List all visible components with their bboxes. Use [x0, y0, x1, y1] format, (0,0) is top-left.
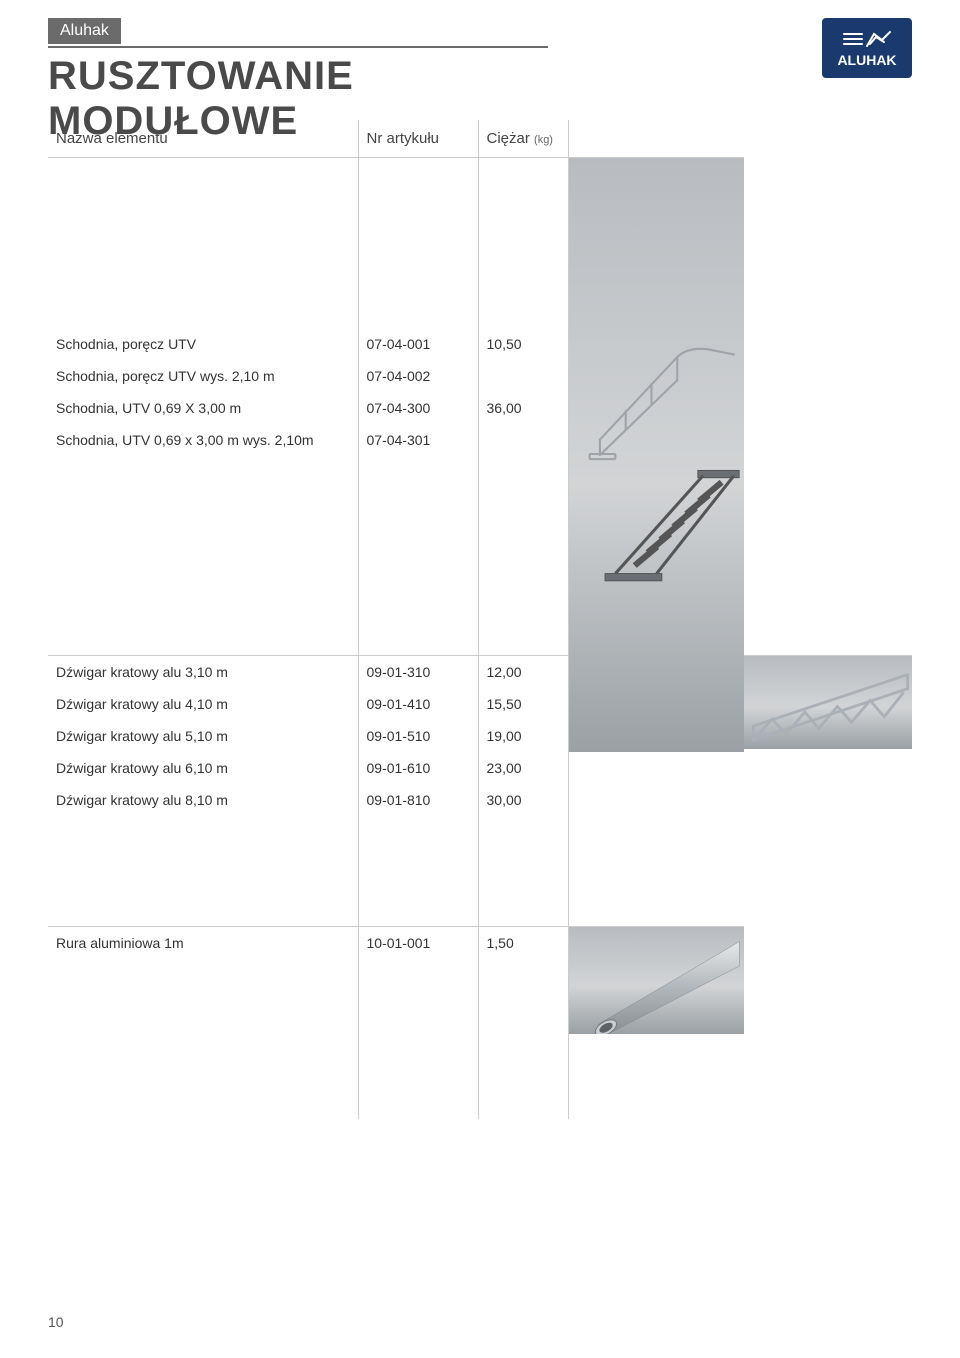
aluhak-logo: ALUHAK [822, 18, 912, 78]
col-header-name: Nazwa elementu [48, 120, 358, 158]
table-row: Dźwigar kratowy alu 3,10 m 09-01-310 12,… [48, 656, 912, 689]
product-render-cell [568, 926, 744, 1119]
content-area: Nazwa elementu Nr artykułu Ciężar (kg) [48, 120, 912, 1298]
table-row: Schodnia, poręcz UTV 07-04-001 10,50 [48, 328, 912, 360]
product-table: Nazwa elementu Nr artykułu Ciężar (kg) [48, 120, 912, 1119]
girder-render [744, 656, 912, 749]
table-row: Schodnia, UTV 0,69 x 3,00 m wys. 2,10m 0… [48, 424, 912, 456]
product-render-cell [744, 656, 912, 927]
brand-label: Aluhak [48, 18, 121, 44]
logo-text: ALUHAK [837, 52, 896, 68]
header-divider [48, 46, 548, 48]
table-row: Rura aluminiowa 1m 10-01-001 1,50 [48, 926, 912, 959]
table-header-row: Nazwa elementu Nr artykułu Ciężar (kg) [48, 120, 912, 158]
table-row [48, 456, 912, 656]
col-header-weight: Ciężar (kg) [478, 120, 568, 158]
stair-illustration-icon [569, 158, 744, 752]
logo-mark-icon [842, 28, 892, 50]
cell-name: Schodnia, poręcz UTV [48, 328, 358, 360]
product-render-cell [568, 158, 744, 753]
cell-weight: 10,50 [478, 328, 568, 360]
table-row [48, 158, 912, 328]
col-header-article: Nr artykułu [358, 120, 478, 158]
table-row [48, 959, 912, 1119]
stair-render [569, 158, 744, 752]
lattice-girder-icon [744, 656, 912, 749]
col-header-image [568, 120, 744, 158]
table-row: Schodnia, UTV 0,69 X 3,00 m 07-04-300 36… [48, 392, 912, 424]
table-row: Schodnia, poręcz UTV wys. 2,10 m 07-04-0… [48, 360, 912, 392]
catalog-page: Aluhak RUSZTOWANIE MODUŁOWE ALUHAK Nazwa… [0, 0, 960, 1358]
page-number: 10 [48, 1314, 64, 1330]
tube-render [569, 927, 744, 1034]
aluminium-tube-icon [569, 927, 744, 1034]
cell-article: 07-04-001 [358, 328, 478, 360]
